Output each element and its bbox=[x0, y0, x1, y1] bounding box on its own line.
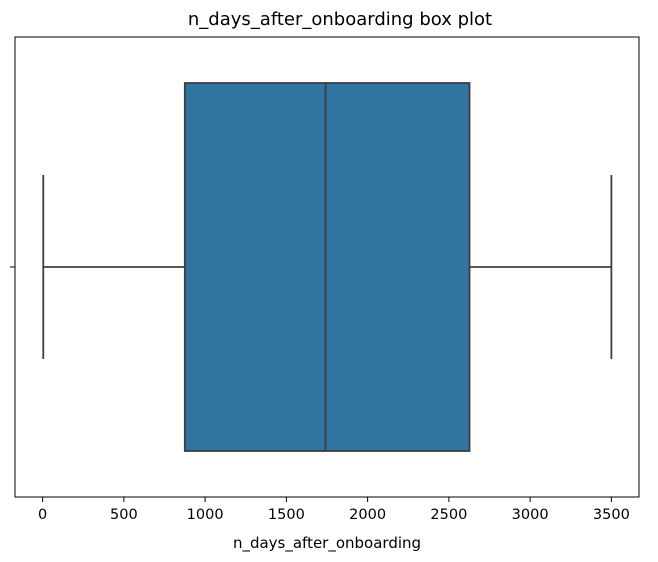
plot-area: 0 500 1000 1500 2000 2500 3000 3500 bbox=[10, 36, 640, 523]
x-tick-label-1000: 1000 bbox=[187, 507, 224, 523]
x-tick-label-2500: 2500 bbox=[430, 507, 467, 523]
chart-title: n_days_after_onboarding box plot bbox=[188, 9, 492, 30]
x-tick-label-500: 500 bbox=[110, 507, 138, 523]
x-tick-label-1500: 1500 bbox=[268, 507, 305, 523]
x-tick-label-3500: 3500 bbox=[593, 507, 630, 523]
x-tick-label-2000: 2000 bbox=[349, 507, 386, 523]
x-tick-label-0: 0 bbox=[38, 507, 47, 523]
x-axis-label: n_days_after_onboarding bbox=[233, 534, 421, 553]
iqr-box bbox=[183, 82, 471, 452]
x-tick-label-3000: 3000 bbox=[512, 507, 549, 523]
